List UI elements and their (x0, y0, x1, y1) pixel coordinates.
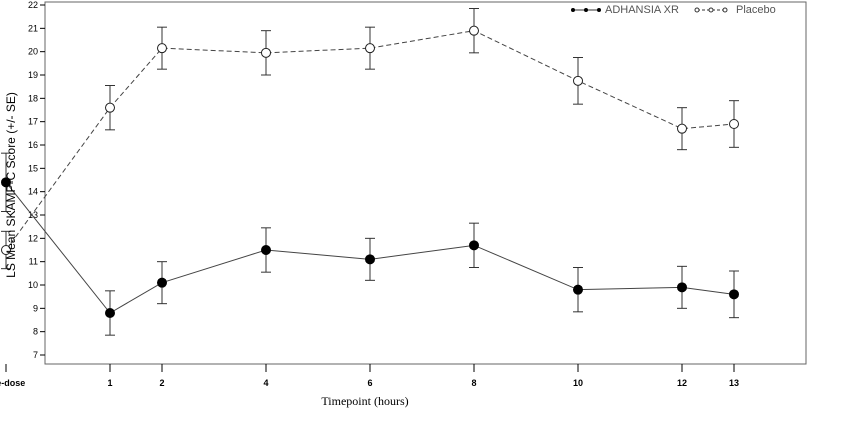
x-tick-label: 2 (159, 378, 164, 388)
x-tick-label: 4 (263, 378, 268, 388)
y-tick-label: 18 (28, 93, 38, 103)
y-tick-label: 11 (29, 257, 38, 267)
y-tick-label: 20 (28, 47, 38, 57)
data-point-adhansia (729, 289, 739, 300)
data-point-placebo (573, 75, 583, 86)
legend-dot (708, 7, 714, 13)
legend-dot (571, 8, 575, 12)
y-tick-label: 14 (28, 187, 38, 197)
x-tick-label: 6 (367, 378, 372, 388)
data-point-placebo (677, 123, 687, 134)
x-tick-label: 8 (471, 378, 476, 388)
data-point-adhansia (105, 308, 115, 318)
data-point-adhansia (469, 240, 479, 251)
legend-dot (597, 8, 601, 12)
data-point-placebo (1, 245, 11, 255)
y-axis: 7 8 9 10 11 12 13 14 15 16 17 18 19 20 21 22 (28, 0, 45, 360)
legend-adhansia-marker (571, 8, 601, 12)
x-tick-label: Pre-dose (0, 378, 25, 388)
data-point-placebo (261, 47, 271, 58)
legend-placebo-marker (694, 7, 728, 13)
y-axis-label: LS Mean SKAMP-C Score (+/- SE) (4, 92, 18, 278)
data-point-adhansia (1, 177, 11, 188)
data-point-placebo (469, 25, 479, 36)
data-point-adhansia (365, 254, 375, 265)
legend-placebo-label: Placebo (736, 4, 776, 16)
legend-dot (694, 7, 700, 13)
legend-adhansia-label: ADHANSIA XR (605, 4, 679, 16)
y-tick-label: 16 (28, 140, 38, 150)
y-tick-label: 19 (28, 70, 38, 80)
series-layer (1, 8, 739, 336)
y-tick-label: 7 (33, 350, 38, 360)
y-tick-label: 9 (33, 303, 38, 313)
data-point-adhansia (573, 284, 583, 295)
plot-frame (44, 1, 807, 365)
data-point-placebo (105, 102, 115, 113)
y-tick-label: 22 (28, 0, 38, 10)
x-tick-label: 12 (677, 378, 687, 388)
y-tick-label: 10 (28, 280, 38, 290)
data-point-adhansia (677, 282, 687, 293)
legend: ADHANSIA XR Placebo (571, 4, 776, 16)
x-axis-label: Timepoint (hours) (321, 394, 408, 408)
data-point-placebo (157, 43, 167, 54)
data-point-placebo (365, 43, 375, 54)
y-tick-label: 12 (28, 233, 38, 243)
y-tick-label: 17 (28, 117, 38, 127)
legend-dot (584, 8, 588, 12)
series-line-placebo (5, 30, 735, 251)
y-tick-label: 13 (28, 210, 38, 220)
x-tick-label: 10 (573, 378, 583, 388)
data-point-adhansia (157, 277, 167, 288)
x-tick-label: 1 (107, 378, 112, 388)
x-tick-label: 13 (729, 378, 739, 388)
data-point-adhansia (261, 245, 271, 255)
y-tick-label: 8 (33, 327, 38, 337)
data-point-placebo (729, 119, 739, 129)
y-tick-label: 21 (28, 23, 38, 33)
y-tick-label: 15 (28, 163, 38, 173)
legend-dot (722, 7, 728, 13)
